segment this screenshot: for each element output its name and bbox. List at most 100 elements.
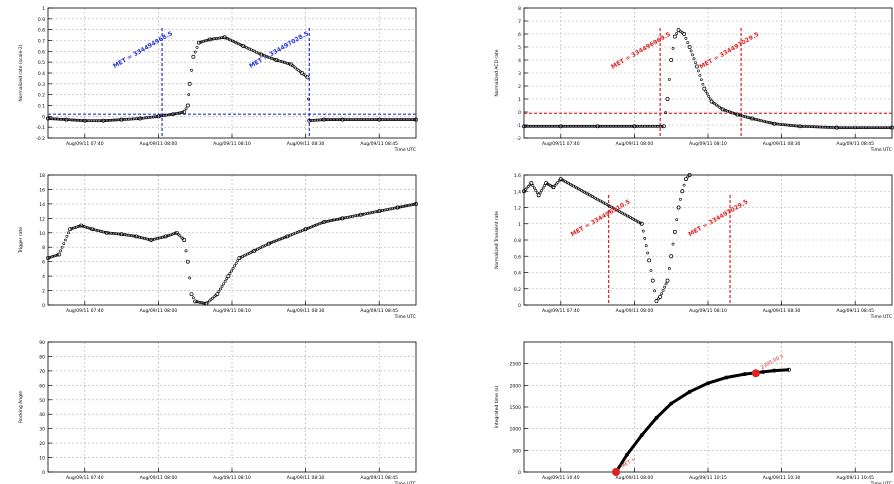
data-point-fill: [111, 118, 114, 122]
data-point-fill: [739, 114, 743, 117]
data-point: [171, 112, 176, 117]
y-tick-label: 0.4: [514, 271, 521, 277]
data-point-fill: [117, 118, 120, 122]
data-point-fill: [771, 121, 775, 125]
x-tick-label: Aug/09/11 10:15: [689, 475, 727, 481]
x-tick-label: Aug/09/11 08:00: [616, 141, 654, 147]
data-point: [687, 45, 692, 49]
data-point-fill: [549, 124, 553, 128]
y-axis-label: Integrated time (s): [494, 386, 500, 429]
data-point-fill: [362, 212, 366, 216]
x-tick-label: Aug/09/11 08:00: [140, 141, 178, 147]
y-tick-label: 40: [39, 412, 45, 418]
data-point: [46, 256, 50, 261]
data-point-fill: [618, 124, 622, 128]
data-point-fill: [146, 237, 150, 241]
data-point-fill: [328, 118, 332, 121]
y-tick-label: 0.7: [38, 39, 45, 45]
data-point-fill: [205, 38, 209, 42]
data-point-fill: [72, 118, 76, 122]
data-point-fill: [325, 118, 329, 121]
data-point-fill: [389, 207, 393, 211]
data-point-fill: [838, 126, 842, 130]
data-point: [149, 238, 153, 242]
data-point-fill: [133, 234, 137, 238]
data-point-fill: [143, 236, 146, 240]
data-point-fill: [752, 117, 756, 121]
data-point-fill: [156, 236, 159, 240]
y-tick-label: 20: [39, 441, 45, 447]
data-point-fill: [121, 233, 125, 236]
data-point: [414, 201, 418, 206]
data-point: [687, 173, 692, 177]
data-point: [750, 116, 755, 121]
data-point-fill: [638, 221, 642, 225]
data-point-fill: [314, 118, 318, 122]
data-point: [661, 124, 666, 129]
data-point-fill: [393, 118, 397, 121]
data-point: [680, 189, 685, 194]
x-tick-label: Aug/09/11 08:30: [763, 141, 801, 147]
x-tick-label: Aug/09/11 07:40: [66, 308, 104, 314]
data-point-fill: [347, 118, 351, 121]
data-point-fill: [271, 57, 275, 61]
data-point-fill: [643, 236, 647, 240]
data-point-fill: [586, 124, 590, 128]
y-tick-label: 14: [39, 202, 45, 208]
x-tick-label: Aug/09/11 07:40: [542, 141, 580, 147]
data-point-fill: [49, 255, 53, 259]
data-point-fill: [705, 92, 709, 96]
data-point-fill: [333, 218, 337, 222]
data-point-fill: [680, 31, 684, 35]
data-point-fill: [790, 124, 794, 127]
data-point-fill: [649, 269, 653, 272]
data-point: [226, 274, 231, 279]
data-point-fill: [527, 184, 530, 188]
data-point-fill: [819, 125, 823, 129]
data-point-fill: [97, 229, 101, 233]
data-point-fill: [390, 118, 394, 121]
data-point-fill: [617, 124, 620, 128]
data-point-fill: [860, 126, 864, 130]
data-point-fill: [621, 124, 625, 128]
data-point-fill: [811, 125, 815, 129]
data-point-fill: [279, 60, 283, 63]
data-point: [196, 40, 201, 45]
data-point-fill: [532, 186, 536, 190]
data-point-fill: [200, 40, 204, 44]
data-point-fill: [564, 124, 568, 128]
data-point-fill: [803, 125, 807, 128]
data-point-fill: [314, 223, 318, 227]
x-tick-label: Aug/09/11 08:30: [287, 141, 325, 147]
data-point: [305, 75, 310, 80]
y-tick-label: 2500: [510, 362, 522, 368]
data-point-fill: [361, 118, 365, 121]
data-point-fill: [304, 74, 308, 78]
data-point: [174, 230, 179, 235]
data-point-fill: [646, 251, 650, 255]
data-point-fill: [554, 182, 558, 186]
data-point-fill: [530, 124, 534, 128]
data-point-fill: [394, 206, 398, 210]
data-point-fill: [258, 52, 262, 56]
data-point-fill: [148, 115, 152, 119]
data-point-fill: [816, 125, 820, 129]
data-point-fill: [223, 279, 227, 283]
data-point-fill: [165, 234, 169, 238]
data-point: [742, 372, 747, 377]
data-point-fill: [697, 69, 700, 73]
data-point-fill: [694, 61, 697, 65]
data-point-fill: [213, 37, 217, 41]
y-tick-label: 90: [39, 340, 45, 346]
data-point-fill: [94, 228, 97, 232]
data-point: [182, 110, 187, 114]
y-tick-label: 10: [39, 231, 45, 237]
data-point-fill: [525, 124, 529, 128]
data-point-fill: [157, 236, 161, 240]
data-point-fill: [402, 204, 406, 208]
y-tick-label: 4: [42, 274, 45, 280]
data-point-fill: [166, 113, 170, 117]
data-point: [57, 252, 61, 257]
data-point-fill: [210, 37, 213, 41]
data-point-fill: [613, 124, 617, 128]
